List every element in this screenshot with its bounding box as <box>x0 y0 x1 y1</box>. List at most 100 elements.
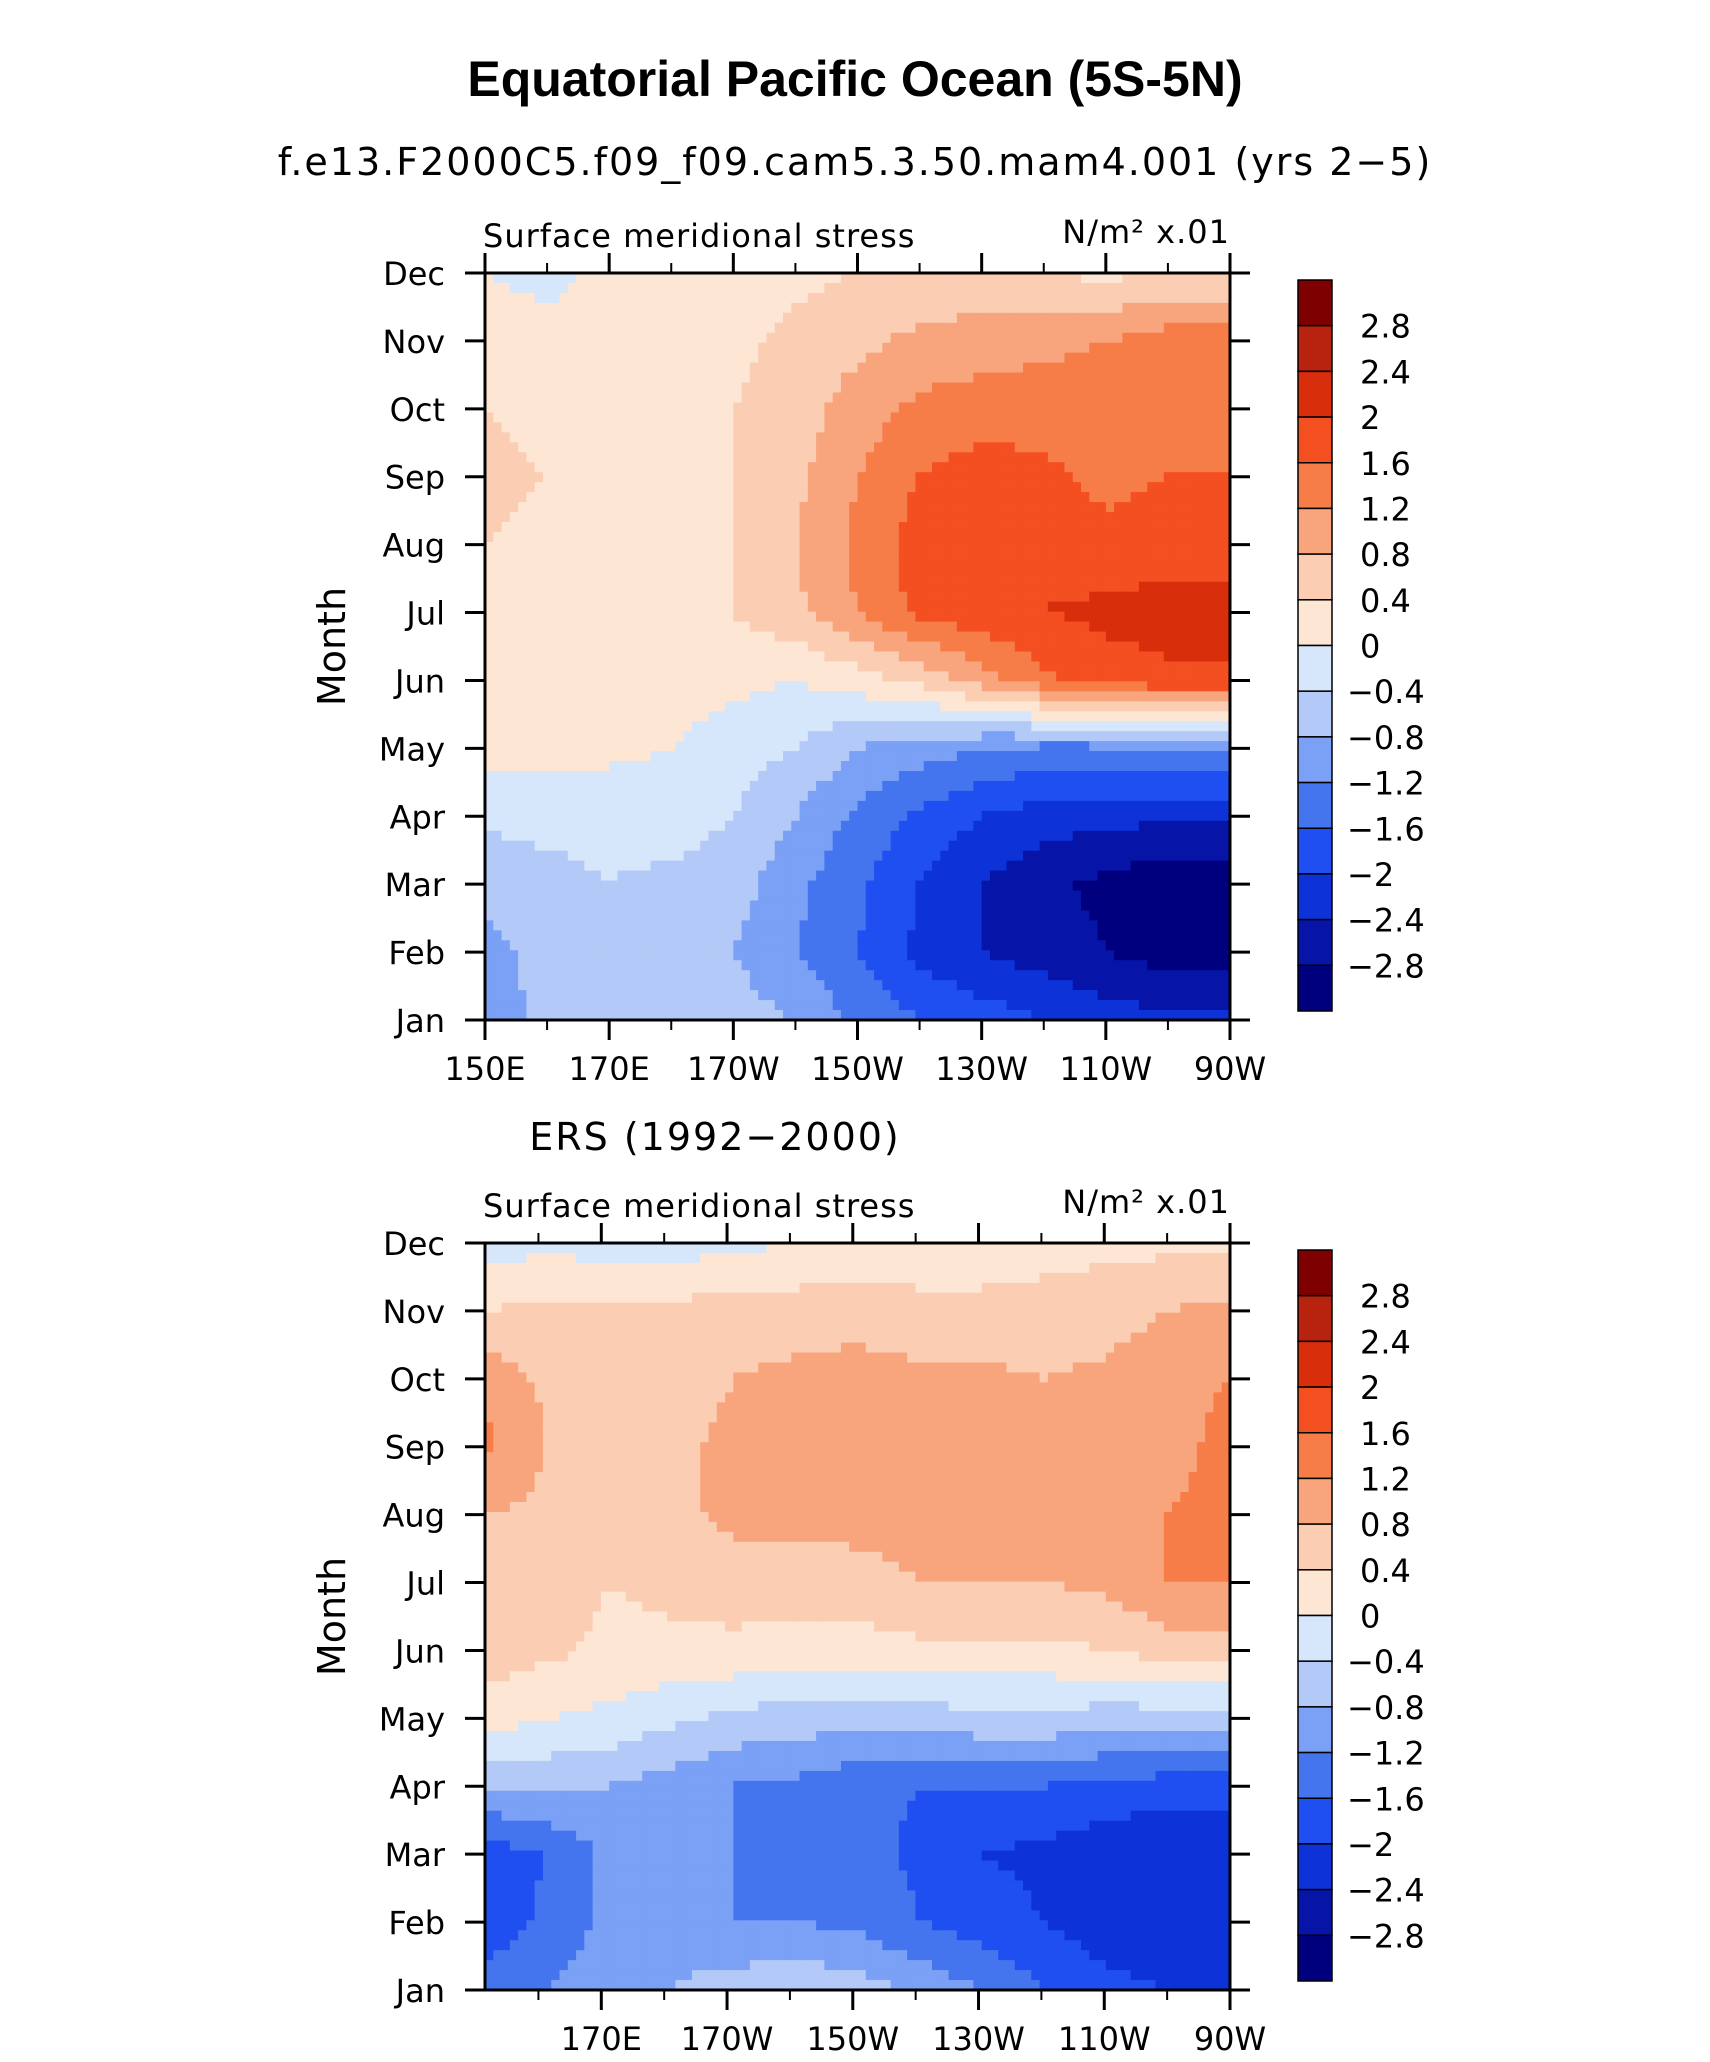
colorbar-box <box>1297 873 1333 921</box>
x-tick-label: 170W <box>681 2020 774 2058</box>
x-tick-label: 130W <box>932 2020 1025 2058</box>
y-tick-label-jul: Jul <box>404 1565 445 1603</box>
colorbar-box <box>1297 1706 1333 1754</box>
y-tick-label-jun: Jun <box>393 662 445 700</box>
x-tick-label: 170E <box>561 2020 642 2058</box>
colorbar-label: −2 <box>1347 856 1394 894</box>
colorbar-box <box>1297 553 1333 601</box>
contour-field <box>485 1243 1231 1991</box>
y-tick-label-jun: Jun <box>393 1632 445 1670</box>
x-tick-label: 110W <box>1059 1050 1152 1080</box>
x-tick-label: 150W <box>806 2020 899 2058</box>
colorbar-box <box>1297 1934 1333 1982</box>
colorbar-box <box>1297 690 1333 738</box>
y-tick-label-may: May <box>379 730 445 768</box>
colorbar <box>1297 279 1333 1012</box>
y-tick-label-jul: Jul <box>404 595 445 633</box>
colorbar-box <box>1297 827 1333 875</box>
variable-label: Surface meridional stress <box>483 1187 915 1225</box>
x-tick-label: 130W <box>935 1050 1028 1080</box>
colorbar-label: 1.6 <box>1360 445 1411 483</box>
colorbar-label: −0.4 <box>1347 673 1425 711</box>
x-tick-label: 150E <box>444 1050 525 1080</box>
colorbar-label: 0.4 <box>1360 1552 1411 1590</box>
y-tick-label-apr: Apr <box>390 1768 446 1806</box>
y-tick-label-may: May <box>379 1700 445 1738</box>
colorbar-box <box>1297 1340 1333 1388</box>
colorbar-box <box>1297 462 1333 510</box>
colorbar-label: 2.4 <box>1360 353 1411 391</box>
colorbar-label: −2 <box>1347 1826 1394 1864</box>
colorbar-box <box>1297 416 1333 464</box>
colorbar-label: −2.4 <box>1347 902 1425 940</box>
colorbar-label: 0.8 <box>1360 536 1411 574</box>
y-tick-label-aug: Aug <box>383 527 445 565</box>
colorbar-box <box>1297 1477 1333 1525</box>
colorbar-box <box>1297 370 1333 418</box>
colorbar-box <box>1297 1614 1333 1662</box>
y-tick-label-nov: Nov <box>383 1293 445 1331</box>
y-tick-label-feb: Feb <box>388 1904 445 1942</box>
x-tick-label: 170E <box>569 1050 650 1080</box>
y-tick-label-sep: Sep <box>385 459 445 497</box>
colorbar-box <box>1297 1843 1333 1891</box>
y-tick-label-nov: Nov <box>383 323 445 361</box>
colorbar-label: 2.4 <box>1360 1323 1411 1361</box>
colorbar-label: 2 <box>1360 1369 1380 1407</box>
contour-field <box>485 273 1231 1021</box>
colorbar-box <box>1297 1797 1333 1845</box>
colorbar-label: −1.2 <box>1347 765 1425 803</box>
colorbar-label: 0.4 <box>1360 582 1411 620</box>
colorbar-label: −2.8 <box>1347 1917 1425 1955</box>
x-tick-label: 170W <box>687 1050 780 1080</box>
colorbar-label: 2 <box>1360 399 1380 437</box>
y-tick-label-apr: Apr <box>390 798 446 836</box>
units-label: N/m² x.01 <box>1062 1183 1230 1221</box>
y-tick-label-dec: Dec <box>383 255 445 293</box>
colorbar-label: 0 <box>1360 1598 1380 1636</box>
y-tick-label-aug: Aug <box>383 1497 445 1535</box>
panel-1-chart: Jan Feb Mar Apr May Jun Jul Aug Sep Oct Nov Dec 150E… <box>310 213 1425 1080</box>
colorbar-box <box>1297 1888 1333 1937</box>
colorbar-label: 0.8 <box>1360 1506 1411 1544</box>
colorbar-box <box>1297 1432 1333 1480</box>
panel-2-title: ERS (1992−2000) <box>529 1115 901 1159</box>
colorbar-label: 2.8 <box>1360 1278 1411 1316</box>
colorbar-box <box>1297 1249 1333 1297</box>
colorbar-box <box>1297 324 1333 373</box>
y-tick-label-dec: Dec <box>383 1225 445 1263</box>
y-tick-label-jan: Jan <box>394 1972 445 2010</box>
y-axis-label: Month <box>310 587 354 706</box>
colorbar-box <box>1297 736 1333 784</box>
units-label: N/m² x.01 <box>1062 213 1230 251</box>
colorbar-label: −0.8 <box>1347 719 1425 757</box>
variable-label: Surface meridional stress <box>483 217 915 255</box>
y-tick-label-feb: Feb <box>388 934 445 972</box>
colorbar-label: −2.4 <box>1347 1872 1425 1910</box>
plot-frame <box>483 1241 1232 1992</box>
y-tick-label-oct: Oct <box>390 391 445 429</box>
y-axis-label: Month <box>310 1557 354 1676</box>
colorbar-box <box>1297 1660 1333 1708</box>
colorbar-label: 1.6 <box>1360 1415 1411 1453</box>
colorbar-label: 1.2 <box>1360 1460 1411 1498</box>
y-tick-label-sep: Sep <box>385 1429 445 1467</box>
colorbar-label: −0.8 <box>1347 1689 1425 1727</box>
colorbar-box <box>1297 599 1333 647</box>
y-tick-label-oct: Oct <box>390 1361 445 1399</box>
figure-subtitle: f.e13.F2000C5.f09_f09.cam5.3.50.mam4.001… <box>277 140 1433 184</box>
colorbar-box <box>1297 781 1333 829</box>
colorbar-label: −0.4 <box>1347 1643 1425 1681</box>
colorbar-label: −1.6 <box>1347 1780 1425 1818</box>
x-tick-label: 90W <box>1194 1050 1266 1080</box>
colorbar-label: 1.2 <box>1360 490 1411 528</box>
y-tick-label-mar: Mar <box>385 866 446 904</box>
colorbar-box <box>1297 279 1333 327</box>
colorbar <box>1297 1249 1333 1982</box>
colorbar-box <box>1297 1294 1333 1343</box>
colorbar-box <box>1297 964 1333 1012</box>
colorbar-box <box>1297 1523 1333 1571</box>
colorbar-label: 2.8 <box>1360 308 1411 346</box>
x-tick-label: 90W <box>1194 2020 1266 2058</box>
x-tick-label: 150W <box>811 1050 904 1080</box>
